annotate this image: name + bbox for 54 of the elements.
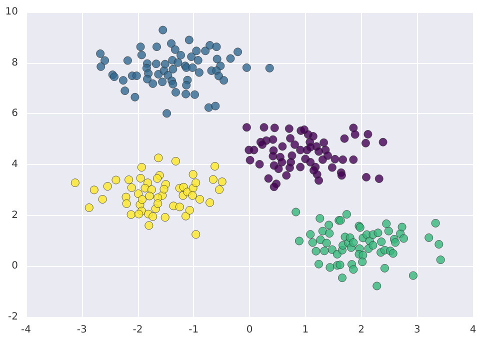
point <box>160 184 168 194</box>
point <box>154 199 162 208</box>
point <box>148 212 158 221</box>
x-tick-label: -3 <box>76 324 87 336</box>
y-tick-label: 10 <box>5 6 18 18</box>
y-tick-label: 8 <box>12 57 18 68</box>
point <box>144 221 154 230</box>
point <box>136 174 145 182</box>
point <box>210 162 220 171</box>
point <box>188 170 198 179</box>
x-tick-label: 3 <box>414 324 420 336</box>
point <box>126 210 136 219</box>
point <box>98 195 107 204</box>
point <box>192 230 200 239</box>
x-tick-label: 0 <box>246 324 253 336</box>
point <box>218 178 226 186</box>
point <box>175 202 184 212</box>
point <box>134 189 143 198</box>
point <box>90 186 98 194</box>
x-tick-label: -2 <box>132 324 143 336</box>
point <box>124 176 134 184</box>
point <box>145 192 154 200</box>
point <box>84 203 94 212</box>
point <box>206 198 214 207</box>
x-tick-label: 4 <box>470 324 476 336</box>
point <box>137 163 146 172</box>
y-tick-label: 2 <box>12 210 18 221</box>
point <box>140 184 150 192</box>
point <box>185 206 194 214</box>
y-tick-label: -2 <box>8 312 18 322</box>
point <box>112 176 120 184</box>
y-tick-label: 0 <box>12 260 18 272</box>
point <box>160 213 170 222</box>
point <box>208 175 218 184</box>
point <box>192 178 200 188</box>
point <box>122 199 131 208</box>
point <box>188 191 197 200</box>
point <box>134 210 144 218</box>
y-tick-label: 4 <box>12 159 18 170</box>
x-tick-label: -1 <box>188 324 199 336</box>
point <box>70 178 80 188</box>
point <box>138 195 146 204</box>
point <box>127 183 136 192</box>
x-tick-label: 2 <box>358 324 364 336</box>
point <box>103 182 112 191</box>
point <box>182 212 190 220</box>
point <box>172 156 180 166</box>
x-tick-label: -4 <box>21 324 31 336</box>
point <box>215 185 224 194</box>
point <box>196 195 204 204</box>
x-tick-label: 1 <box>302 324 309 336</box>
point <box>153 174 162 183</box>
point <box>154 154 163 162</box>
y-tick-label: 6 <box>12 108 18 120</box>
